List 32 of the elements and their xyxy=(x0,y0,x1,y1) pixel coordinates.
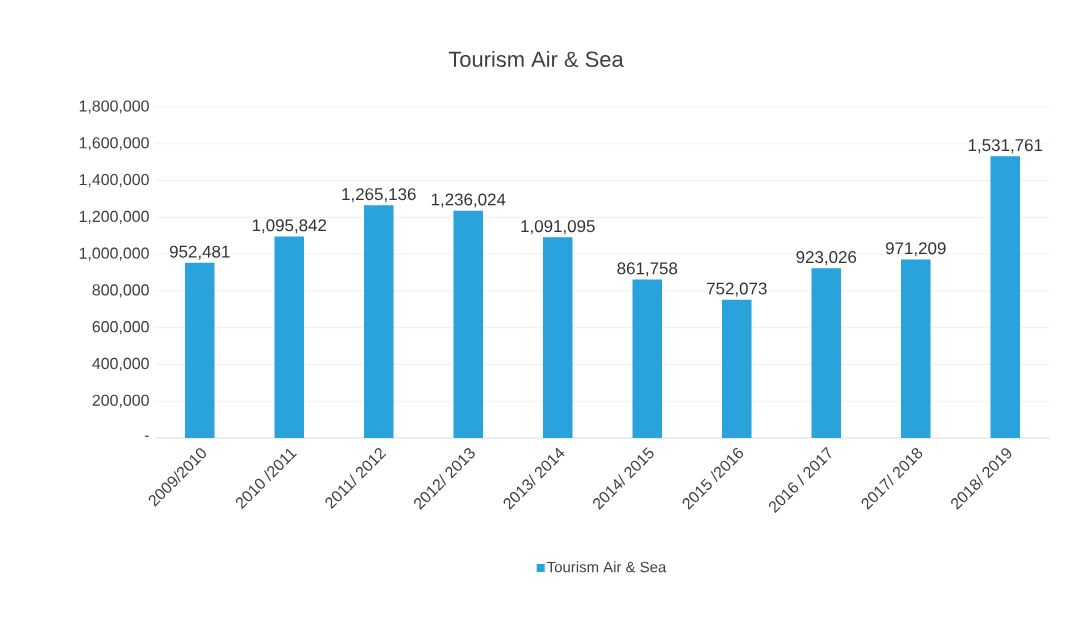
y-tick-label: 1,800,000 xyxy=(79,100,149,114)
legend-label: Tourism Air & Sea xyxy=(547,561,667,573)
bar xyxy=(184,262,215,438)
data-label: 861,758 xyxy=(617,262,678,277)
data-label: 971,209 xyxy=(885,242,946,257)
data-label: 1,531,761 xyxy=(968,139,1043,154)
chart-title: Tourism Air & Sea xyxy=(448,50,624,68)
y-tick-label: 200,000 xyxy=(92,394,149,408)
bar xyxy=(721,299,752,438)
y-tick-label: 800,000 xyxy=(92,284,149,298)
data-label: 1,091,095 xyxy=(521,220,595,235)
bar xyxy=(990,156,1021,438)
bar xyxy=(453,210,484,438)
bar xyxy=(363,205,394,438)
data-label: 1,095,842 xyxy=(252,219,327,234)
bar xyxy=(811,268,842,438)
y-tick-label: 1,600,000 xyxy=(79,137,149,151)
y-tick-label: 600,000 xyxy=(92,321,149,335)
data-label: 1,265,136 xyxy=(342,188,416,203)
bar xyxy=(901,259,931,438)
bar xyxy=(542,237,573,438)
bar xyxy=(632,279,663,438)
bar xyxy=(274,236,305,438)
y-tick-label: 1,000,000 xyxy=(79,247,149,261)
y-tick-label: 1,200,000 xyxy=(79,210,149,224)
data-label: 752,073 xyxy=(707,282,767,297)
y-tick-label: - xyxy=(144,435,149,437)
data-label: 923,026 xyxy=(796,251,857,266)
data-label: 1,236,024 xyxy=(431,193,506,208)
y-tick-label: 1,400,000 xyxy=(79,173,149,188)
y-tick-label: 400,000 xyxy=(92,357,149,372)
data-label: 952,481 xyxy=(169,245,230,260)
